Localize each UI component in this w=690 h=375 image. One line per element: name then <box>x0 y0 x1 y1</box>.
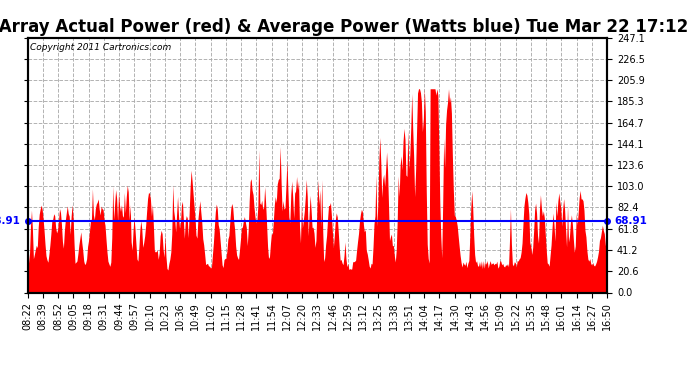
Text: 68.91: 68.91 <box>614 216 647 226</box>
Text: Copyright 2011 Cartronics.com: Copyright 2011 Cartronics.com <box>30 43 172 52</box>
Title: West Array Actual Power (red) & Average Power (Watts blue) Tue Mar 22 17:12: West Array Actual Power (red) & Average … <box>0 18 689 36</box>
Text: 68.91: 68.91 <box>0 216 21 226</box>
